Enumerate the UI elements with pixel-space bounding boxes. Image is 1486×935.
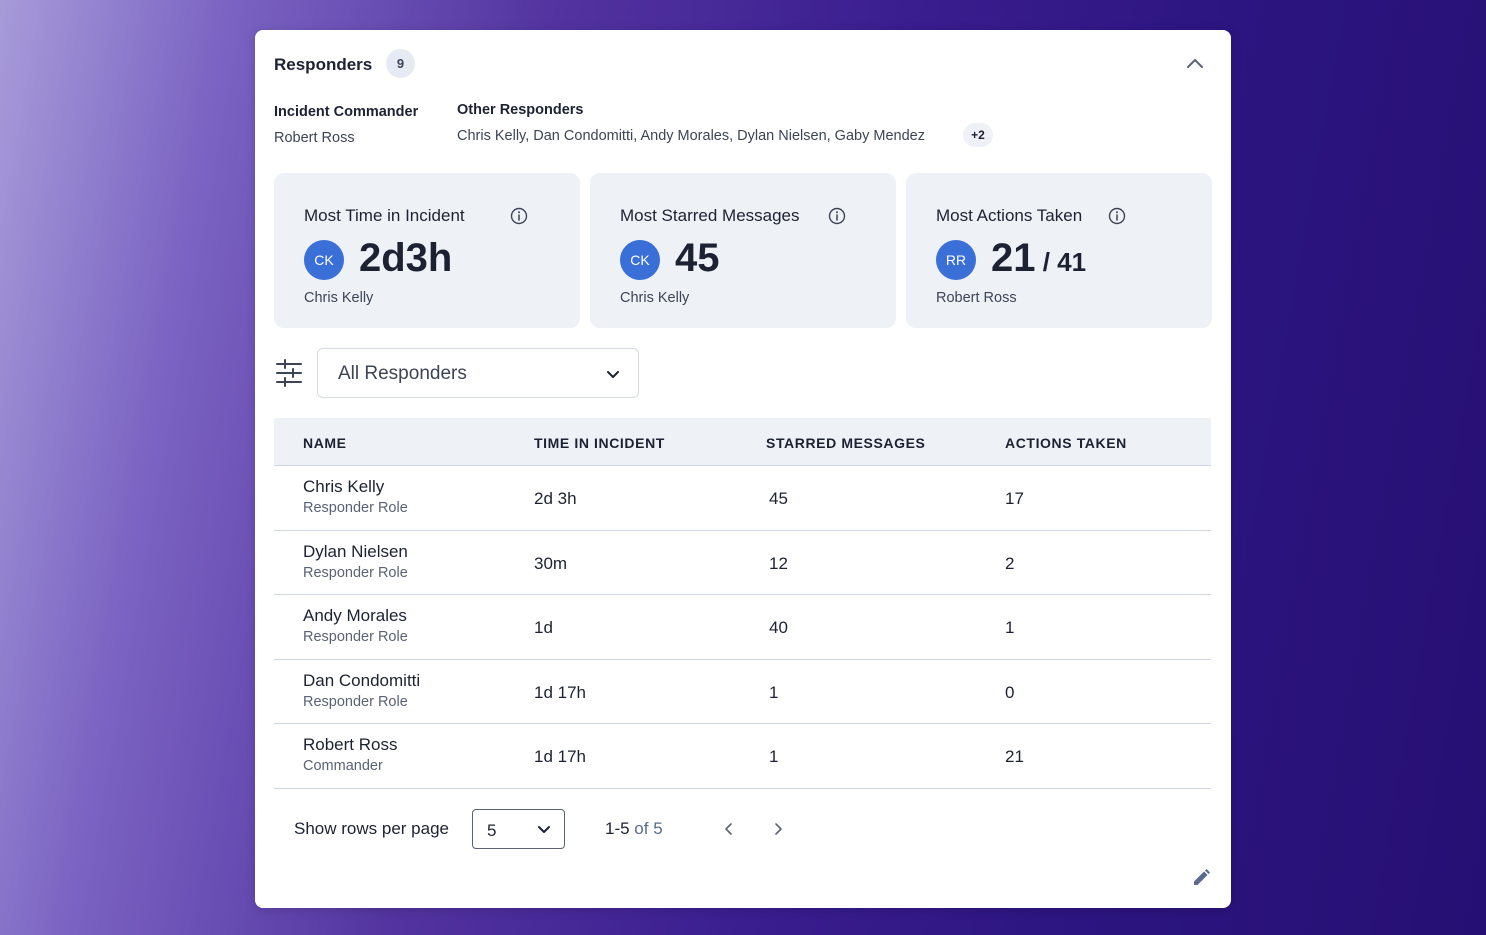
chevron-right-icon[interactable]	[768, 819, 788, 839]
pagination-range: 1-5 of 5	[605, 819, 663, 838]
filter-selected-value: All Responders	[338, 363, 467, 384]
stat-card-time: Most Time in Incident CK 2d3h Chris Kell…	[274, 173, 580, 328]
incident-commander-label: Incident Commander	[274, 104, 419, 120]
avatar: RR	[936, 240, 976, 280]
table-row[interactable]: Robert Ross Commander 1d 17h 1 21	[274, 724, 1211, 789]
table-row[interactable]: Andy Morales Responder Role 1d 40 1	[274, 595, 1211, 660]
row-role: Responder Role	[303, 693, 408, 710]
info-icon[interactable]	[1108, 207, 1126, 225]
stat-person-name: Chris Kelly	[304, 290, 374, 306]
row-role: Responder Role	[303, 629, 408, 645]
avatar: CK	[304, 240, 344, 280]
rows-per-page-label: Show rows per page	[294, 819, 449, 838]
row-actions: 2	[1005, 553, 1015, 573]
column-header-name[interactable]: NAME	[303, 435, 347, 451]
column-header-time[interactable]: TIME IN INCIDENT	[534, 435, 665, 451]
info-icon[interactable]	[828, 207, 846, 225]
row-starred: 45	[769, 489, 788, 508]
row-starred: 40	[769, 618, 788, 637]
responders-card: Responders 9 Incident Commander Robert R…	[255, 30, 1231, 908]
row-name: Chris Kelly	[303, 477, 385, 496]
row-time: 1d 17h	[534, 682, 586, 702]
column-header-actions[interactable]: ACTIONS TAKEN	[1005, 435, 1127, 451]
chevron-up-icon	[1187, 59, 1203, 68]
row-actions: 0	[1005, 682, 1015, 702]
row-time: 2d 3h	[534, 489, 577, 508]
row-actions: 1	[1005, 618, 1015, 637]
chevron-left-icon[interactable]	[719, 819, 739, 839]
row-time: 1d 17h	[534, 747, 586, 766]
row-time: 1d	[534, 618, 553, 637]
incident-commander-name: Robert Ross	[274, 130, 355, 146]
rows-per-page-select[interactable]: 5	[472, 809, 565, 849]
other-responders-label: Other Responders	[457, 102, 584, 118]
other-responders-names: Chris Kelly, Dan Condomitti, Andy Morale…	[457, 128, 925, 144]
row-name: Andy Morales	[303, 606, 407, 625]
row-time: 30m	[534, 553, 568, 573]
responder-count-badge: 9	[386, 49, 415, 78]
row-name: Dylan Nielsen	[303, 541, 408, 561]
row-name: Dan Condomitti	[303, 670, 421, 690]
more-responders-badge[interactable]: +2	[963, 123, 993, 147]
row-role: Commander	[303, 758, 383, 774]
chevron-down-icon	[538, 826, 550, 833]
table-row[interactable]: Chris Kelly Responder Role 2d 3h 45 17	[274, 466, 1211, 531]
table-row[interactable]: Dylan Nielsen Responder Role 30m 12 2	[274, 531, 1211, 595]
rows-per-page-value: 5	[487, 821, 497, 840]
stat-label: Most Starred Messages	[620, 206, 800, 225]
row-name: Robert Ross	[303, 735, 398, 754]
stat-value: 45	[675, 236, 720, 280]
collapse-button[interactable]	[1183, 52, 1207, 76]
table-row[interactable]: Dan Condomitti Responder Role 1d 17h 1 0	[274, 660, 1211, 724]
card-title: Responders	[274, 55, 373, 74]
row-actions: 17	[1005, 489, 1024, 508]
responders-filter-select[interactable]: All Responders	[317, 348, 639, 398]
row-role: Responder Role	[303, 500, 408, 516]
row-role: Responder Role	[303, 564, 408, 581]
row-actions: 21	[1005, 747, 1024, 766]
sliders-icon[interactable]	[275, 358, 303, 388]
stat-person-name: Chris Kelly	[620, 290, 690, 306]
stat-person-name: Robert Ross	[936, 290, 1017, 306]
row-starred: 12	[769, 553, 788, 573]
pencil-icon[interactable]	[1191, 868, 1211, 888]
column-header-starred[interactable]: STARRED MESSAGES	[766, 435, 926, 451]
row-starred: 1	[769, 747, 779, 766]
chevron-down-icon	[607, 371, 619, 378]
row-starred: 1	[769, 682, 779, 702]
stat-card-starred: Most Starred Messages CK 45 Chris Kelly	[590, 173, 896, 328]
stat-label: Most Actions Taken	[936, 206, 1083, 225]
stat-value: 21 / 41	[991, 236, 1087, 280]
info-icon[interactable]	[510, 207, 528, 225]
avatar: CK	[620, 240, 660, 280]
stat-value: 2d3h	[359, 236, 453, 280]
responders-table: NAME TIME IN INCIDENT STARRED MESSAGES A…	[274, 418, 1211, 789]
stat-card-actions: Most Actions Taken RR 21 / 41 Robert Ros…	[906, 173, 1212, 328]
stat-label: Most Time in Incident	[304, 206, 465, 225]
table-header: NAME TIME IN INCIDENT STARRED MESSAGES A…	[274, 418, 1211, 466]
